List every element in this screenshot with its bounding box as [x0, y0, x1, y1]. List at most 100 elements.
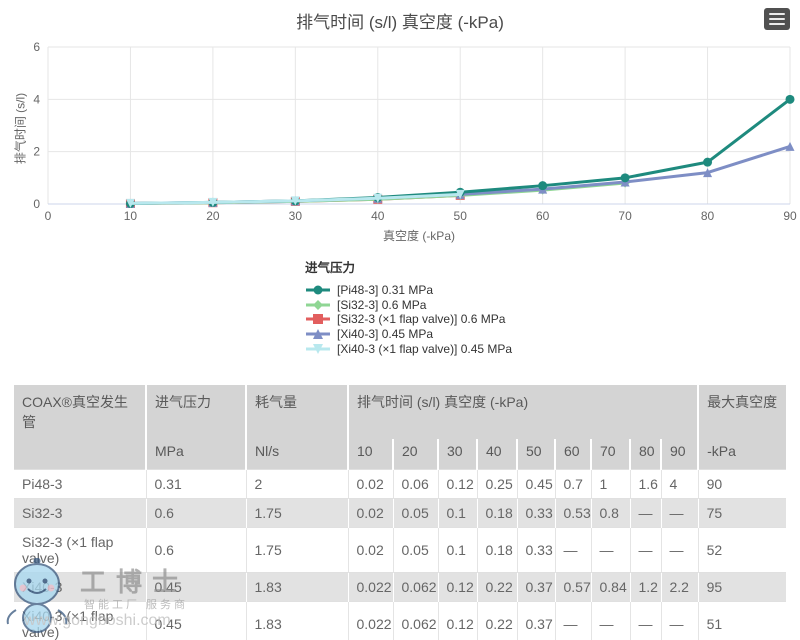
table-cell: Xi40-3 (×1 flap valve): [14, 601, 146, 640]
legend-item-label: [Xi40-3] 0.45 MPa: [337, 327, 434, 342]
x-tick-label: 80: [701, 209, 715, 223]
table-cell: 90: [697, 469, 787, 499]
table-cell: 0.45: [145, 572, 246, 602]
table-cell: —: [660, 527, 699, 573]
table-cell: —: [629, 527, 661, 573]
table-cell: 0.57: [554, 572, 591, 602]
table-cell: —: [590, 527, 630, 573]
table-cell: Pi48-3: [14, 469, 146, 499]
table-cell: 1.75: [245, 498, 348, 528]
table-cell: 0.05: [392, 527, 438, 573]
series-marker: [703, 157, 713, 167]
table-row: Xi40-3 0.45 1.83 0.022 0.062 0.12 0.22 0.37 0.57…: [14, 572, 787, 602]
table-cell: 2.2: [660, 572, 699, 602]
table-subheader-cell: Nl/s: [245, 439, 348, 470]
legend-marker-icon: [306, 299, 330, 310]
table-cell: 0.53: [554, 498, 591, 528]
x-axis-title: 真空度 (-kPa): [382, 229, 455, 243]
table-subheader-cell: 20: [392, 439, 438, 470]
series-marker: [785, 94, 795, 104]
table-cell: 0.18: [476, 527, 517, 573]
series-marker: [208, 197, 218, 207]
x-tick-label: 60: [536, 209, 550, 223]
table-cell: 1.6: [629, 469, 661, 499]
table-cell: 0.8: [590, 498, 630, 528]
legend-item-label: [Xi40-3 (×1 flap valve)] 0.45 MPa: [337, 341, 513, 356]
legend-item-1[interactable]: [Si32-3] 0.6 MPa: [305, 298, 512, 313]
table-cell: 0.45: [516, 469, 555, 499]
series-marker: [290, 196, 300, 206]
line-chart: 排气时间 (s/l) 真空度 (-kPa) 0 2 4 6 0 10 20 30 40 50 60 7…: [13, 8, 797, 356]
table-cell: 0.22: [476, 601, 517, 640]
x-tick-label: 0: [45, 209, 52, 223]
table-cell: Si32-3: [14, 498, 146, 528]
legend-item-3[interactable]: [Xi40-3] 0.45 MPa: [305, 327, 512, 342]
table-header-cell: 排气时间 (s/l) 真空度 (-kPa): [346, 385, 699, 439]
y-tick-label: 2: [33, 145, 40, 159]
legend-item-0[interactable]: [Pi48-3] 0.31 MPa: [305, 283, 512, 298]
table-cell: 0.12: [437, 572, 477, 602]
table-row: Si32-3 0.6 1.75 0.02 0.05 0.1 0.18 0.33 0.53 0.8—…: [14, 498, 787, 528]
table-subheader-cell: 80: [629, 439, 661, 470]
table-cell: —: [629, 601, 661, 640]
table-cell: 4: [660, 469, 699, 499]
table-cell: 95: [697, 572, 787, 602]
x-tick-label: 10: [124, 209, 138, 223]
table-cell: 0.12: [437, 601, 477, 640]
legend-marker-icon: [306, 343, 330, 354]
table-cell: 0.1: [437, 527, 477, 573]
y-tick-label: 6: [33, 40, 40, 54]
table-cell: 0.84: [590, 572, 630, 602]
table-cell: —: [629, 498, 661, 528]
x-tick-label: 20: [206, 209, 220, 223]
y-tick-label: 0: [33, 197, 40, 211]
legend-marker-icon: [306, 314, 330, 325]
legend-item-2[interactable]: [Si32-3 (×1 flap valve)] 0.6 MPa: [305, 312, 512, 327]
legend-marker-icon: [306, 329, 330, 340]
table-subheader-cell: 90: [659, 439, 699, 470]
table-cell: 52: [697, 527, 787, 573]
legend-item-4[interactable]: [Xi40-3 (×1 flap valve)] 0.45 MPa: [305, 341, 512, 356]
table-cell: 1.2: [629, 572, 661, 602]
legend-item-label: [Si32-3 (×1 flap valve)] 0.6 MPa: [337, 312, 506, 327]
table-header-cell: COAX®真空发生管: [14, 385, 146, 439]
table-cell: 0.6: [145, 527, 246, 573]
table-cell: 0.7: [554, 469, 591, 499]
table-cell: 0.062: [392, 572, 438, 602]
table-cell: —: [590, 601, 630, 640]
table-cell: —: [660, 498, 699, 528]
table-cell: 0.37: [516, 572, 555, 602]
table-header-cell: 耗气量: [245, 385, 348, 439]
y-tick-label: 4: [33, 92, 40, 106]
series-marker: [538, 181, 548, 191]
table-subheader-cell: 40: [476, 439, 517, 470]
table-row: Xi40-3 (×1 flap valve) 0.45 1.83 0.022 0.062…: [14, 601, 787, 640]
hamburger-menu-icon[interactable]: [764, 8, 790, 30]
table-subheader-cell: -kPa: [697, 439, 787, 470]
legend-item-label: [Si32-3] 0.6 MPa: [337, 297, 427, 312]
table-subheader-cell: MPa: [145, 439, 246, 470]
series-marker: [125, 198, 135, 208]
series-marker: [785, 141, 795, 151]
table-cell: 1: [590, 469, 630, 499]
x-tick-label: 70: [618, 209, 632, 223]
table-header-cell: 最大真空度: [697, 385, 787, 439]
series-marker: [703, 168, 713, 178]
table-cell: 1.75: [245, 527, 348, 573]
table-subheader-cell: 70: [590, 439, 630, 470]
table-cell: 0.02: [347, 469, 393, 499]
table-cell: 0.31: [145, 469, 246, 499]
table-cell: 0.18: [476, 498, 517, 528]
table-subheader-cell: 60: [554, 439, 591, 470]
table-cell: 2: [245, 469, 348, 499]
legend-item-label: [Pi48-3] 0.31 MPa: [337, 283, 434, 298]
chart-title: 排气时间 (s/l) 真空度 (-kPa): [296, 13, 504, 32]
y-axis-title: 排气时间 (s/l): [13, 92, 28, 165]
table-cell: 0.02: [347, 498, 393, 528]
table-cell: —: [554, 527, 591, 573]
table-cell: 0.6: [145, 498, 246, 528]
table-cell: 0.05: [392, 498, 438, 528]
series-marker: [455, 189, 465, 199]
